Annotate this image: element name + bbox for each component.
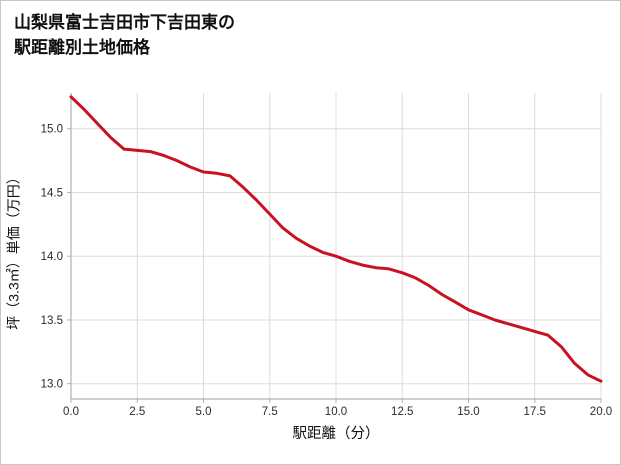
line-chart-plot: 13.0 13.5 14.0 14.5 15.0 0.0 2.5 5.0 7.5 10.0 12.5…	[41, 93, 612, 418]
chart-title-line1: 山梨県富士吉田市下吉田東の	[14, 13, 235, 32]
y-tick-label: 15.0	[41, 124, 63, 136]
x-tick-label: 7.5	[262, 406, 278, 418]
x-tick-label: 10.0	[325, 406, 347, 418]
x-tick-label: 17.5	[524, 406, 546, 418]
x-tick-label: 0.0	[63, 406, 79, 418]
x-tick-label: 5.0	[196, 406, 212, 418]
x-tick-label: 12.5	[391, 406, 413, 418]
y-tick-label: 13.5	[41, 315, 63, 327]
y-tick-label: 13.0	[41, 379, 63, 391]
y-axis-label: 坪（3.3㎡）単価（万円）	[6, 170, 22, 330]
price-line	[69, 95, 603, 383]
y-tick-label: 14.0	[41, 251, 63, 263]
y-tick-label: 14.5	[41, 187, 63, 199]
y-axis-label-box: 坪（3.3㎡）単価（万円）	[1, 81, 27, 419]
x-tick-label: 15.0	[457, 406, 479, 418]
x-axis-label: 駅距離（分）	[292, 426, 380, 442]
chart-title: 山梨県富士吉田市下吉田東の 駅距離別土地価格	[14, 11, 235, 60]
x-tick-label: 2.5	[129, 406, 145, 418]
chart-title-line2: 駅距離別土地価格	[14, 37, 150, 57]
x-tick-label: 20.0	[590, 406, 612, 418]
